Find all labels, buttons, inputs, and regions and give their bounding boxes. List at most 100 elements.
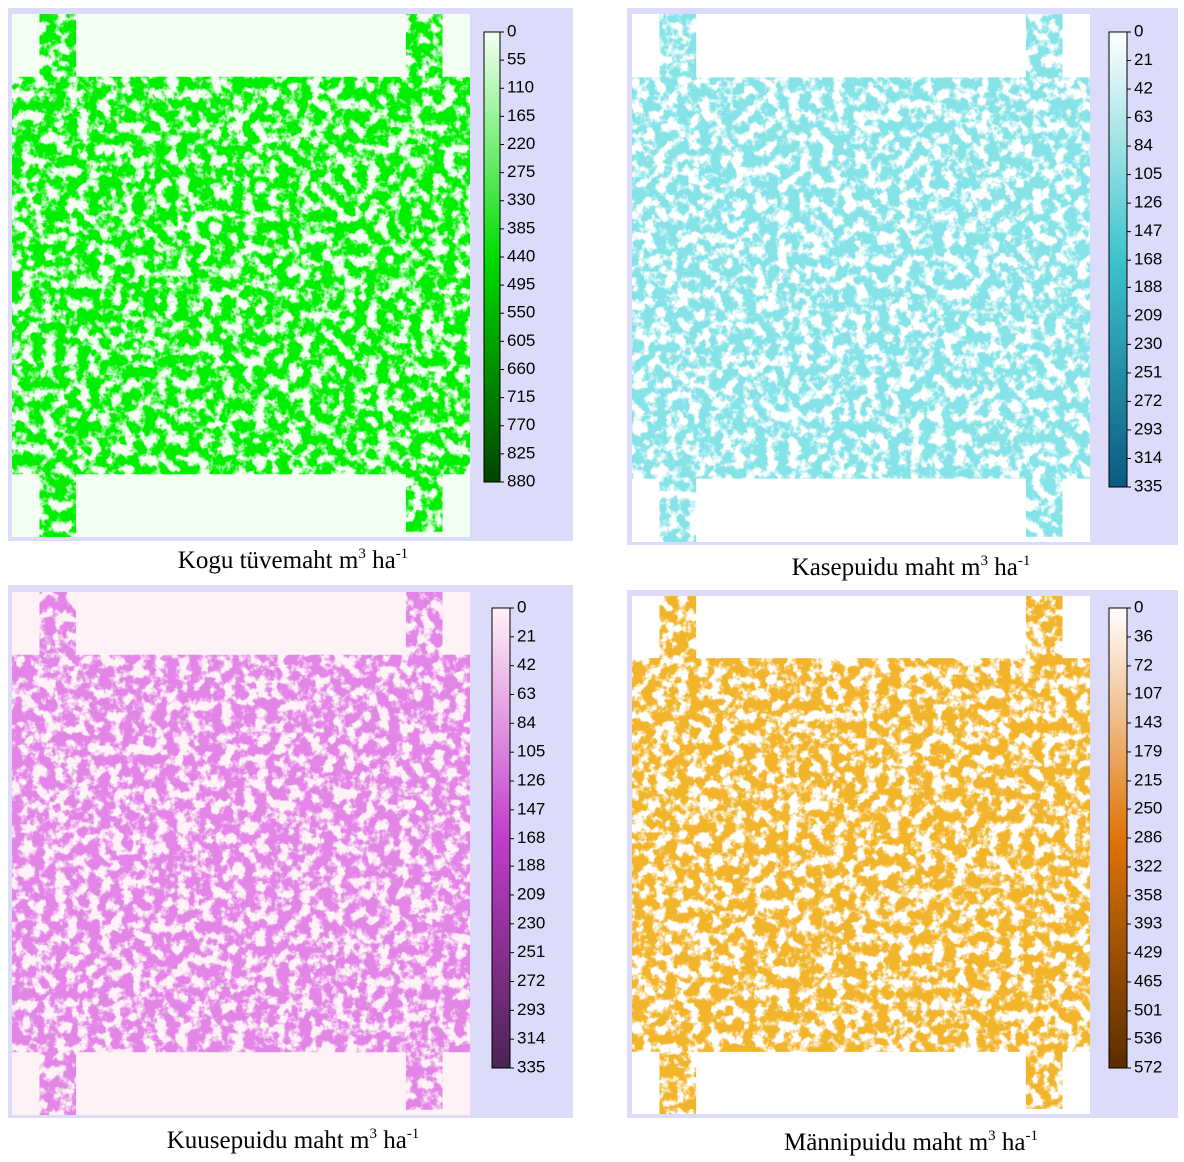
forest-texture	[12, 592, 470, 1115]
colorbar-tick-label: 84	[1134, 136, 1153, 155]
colorbar-tick-label: 322	[1134, 856, 1162, 875]
colorbar-tick-label: 605	[507, 331, 535, 350]
colorbar-tick-label: 55	[507, 50, 526, 69]
colorbar	[1109, 32, 1127, 487]
colorbar-tick-label: 72	[1134, 655, 1153, 674]
colorbar-tick-label: 293	[1134, 419, 1162, 438]
colorbar-tick-label: 168	[1134, 250, 1162, 269]
colorbar-tick-label: 230	[517, 913, 545, 932]
caption-text: Kogu tüvemaht m	[178, 547, 359, 574]
caption-superscript: -1	[1026, 1128, 1039, 1144]
colorbar-tick-label: 572	[1134, 1057, 1162, 1076]
caption: Kogu tüvemaht m3 ha-1	[178, 546, 408, 574]
panel: 0 36 72 107 143 179 215 250 286 322 358 393 429 465 50…	[627, 590, 1178, 1156]
caption-text: Kuusepuidu maht m	[167, 1127, 370, 1154]
colorbar-tick-label: 143	[1134, 712, 1162, 731]
colorbar-tick-label: 335	[517, 1057, 545, 1076]
panel: 0 21 42 63 84 105 126 147 168 188 209 230 251 272 293 3…	[8, 585, 573, 1154]
colorbar	[1109, 608, 1127, 1068]
colorbar-tick-label: 501	[1134, 1000, 1162, 1019]
caption-text: Kasepuidu maht m	[792, 554, 981, 581]
caption-superscript: 3	[369, 1126, 377, 1142]
colorbar-tick-label: 0	[507, 21, 516, 40]
colorbar-tick-label: 0	[1134, 21, 1143, 40]
colorbar-tick-label: 126	[517, 770, 545, 789]
colorbar-tick-label: 147	[1134, 221, 1162, 240]
colorbar-tick-label: 209	[1134, 305, 1162, 324]
colorbar-tick-label: 110	[507, 78, 534, 97]
caption-superscript: -1	[407, 1126, 420, 1142]
colorbar	[492, 608, 510, 1068]
colorbar-tick-label: 715	[507, 387, 535, 406]
colorbar-tick-label: 0	[1134, 597, 1143, 616]
colorbar-tick-label: 84	[517, 713, 536, 732]
colorbar-tick-label: 429	[1134, 942, 1162, 961]
colorbar-tick-label: 358	[1134, 885, 1162, 904]
colorbar-tick-label: 107	[1134, 684, 1162, 703]
panel: 0 55 110 165 220 275 330 385 440 495 550 605 660 715 7…	[8, 8, 573, 574]
caption-text: ha	[377, 1127, 407, 1154]
colorbar-tick-label: 825	[507, 443, 535, 462]
colorbar-tick-label: 393	[1134, 914, 1162, 933]
colorbar-tick-label: 536	[1134, 1029, 1162, 1048]
colorbar-tick-label: 188	[517, 856, 545, 875]
colorbar-tick-label: 251	[1134, 362, 1162, 381]
forest-texture	[12, 14, 470, 537]
colorbar-tick-label: 660	[507, 359, 535, 378]
caption-superscript: 3	[981, 553, 989, 569]
colorbar-tick-label: 314	[517, 1029, 545, 1048]
colorbar-tick-label: 272	[1134, 391, 1162, 410]
colorbar-tick-label: 465	[1134, 971, 1162, 990]
colorbar-tick-label: 188	[1134, 277, 1162, 296]
colorbar-tick-label: 63	[1134, 107, 1153, 126]
colorbar-tick-label: 250	[1134, 799, 1162, 818]
colorbar-tick-label: 42	[517, 655, 536, 674]
colorbar-tick-label: 21	[1134, 50, 1153, 69]
colorbar-tick-label: 275	[507, 162, 535, 181]
caption-superscript: 3	[988, 1128, 996, 1144]
colorbar-tick-label: 147	[517, 799, 545, 818]
colorbar-tick-label: 21	[517, 626, 536, 645]
colorbar-tick-label: 251	[517, 942, 545, 961]
colorbar-tick-label: 36	[1134, 626, 1153, 645]
colorbar-tick-label: 179	[1134, 741, 1162, 760]
caption-text: ha	[996, 1129, 1026, 1156]
colorbar-tick-label: 440	[507, 246, 535, 265]
colorbar-tick-label: 0	[517, 597, 526, 616]
colorbar-tick-label: 770	[507, 415, 535, 434]
colorbar-tick-label: 209	[517, 884, 545, 903]
caption-superscript: 3	[358, 546, 366, 562]
caption: Kasepuidu maht m3 ha-1	[792, 553, 1031, 581]
colorbar-tick-label: 880	[507, 471, 535, 490]
colorbar-tick-label: 105	[517, 742, 545, 761]
figure: 0551101652202753303854404955506056607157…	[0, 0, 1184, 1162]
colorbar-tick-label: 272	[517, 971, 545, 990]
panel: 0 21 42 63 84 105 126 147 168 188 209 230 251 272 293 3…	[627, 8, 1178, 581]
colorbar-tick-label: 168	[517, 828, 545, 847]
colorbar-tick-label: 220	[507, 134, 535, 153]
colorbar-tick-label: 286	[1134, 827, 1162, 846]
colorbar-tick-label: 314	[1134, 448, 1162, 467]
forest-texture	[632, 14, 1090, 542]
caption: Kuusepuidu maht m3 ha-1	[167, 1126, 420, 1154]
colorbar-tick-label: 495	[507, 275, 535, 294]
forest-texture	[632, 596, 1090, 1114]
colorbar-tick-label: 230	[1134, 334, 1162, 353]
colorbar	[484, 32, 500, 482]
colorbar-tick-label: 385	[507, 218, 535, 237]
colorbar-tick-label: 293	[517, 1000, 545, 1019]
caption: Männipuidu maht m3 ha-1	[784, 1128, 1038, 1156]
colorbar-tick-label: 42	[1134, 79, 1153, 98]
colorbar-tick-label: 550	[507, 303, 535, 322]
colorbar-tick-label: 63	[517, 684, 536, 703]
caption-text: ha	[366, 547, 396, 574]
colorbar-tick-label: 126	[1134, 193, 1162, 212]
colorbar-tick-label: 330	[507, 190, 535, 209]
colorbar-tick-label: 215	[1134, 770, 1162, 789]
colorbar-tick-label: 105	[1134, 164, 1162, 183]
caption-text: Männipuidu maht m	[784, 1129, 989, 1156]
colorbar-tick-label: 335	[1134, 476, 1162, 495]
colorbar-tick-label: 165	[507, 106, 535, 125]
caption-text: ha	[988, 554, 1018, 581]
caption-superscript: -1	[396, 546, 409, 562]
